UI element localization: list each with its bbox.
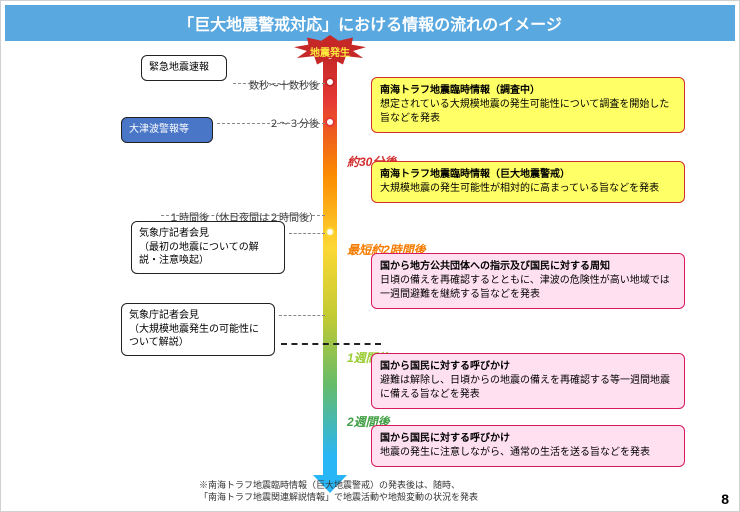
diagram-canvas: 地震発生 数秒〜十数秒後２〜３分後１時間後（休日夜間は２時間後）約30分後最短約… [1,37,740,497]
jma-box: 緊急地震速報 [141,55,227,81]
jma-box: 気象庁記者会見 （大規模地震発生の可能性について解説） [121,303,275,356]
connector-line [217,123,325,124]
box-body: 大規模地震の発生可能性が相対的に高まっている旨などを発表 [380,182,676,196]
connector-line [279,315,325,316]
box-header: 南海トラフ地震臨時情報（調査中） [380,84,676,98]
page-title: 「巨大地震警戒対応」における情報の流れのイメージ [5,5,735,41]
earthquake-star: 地震発生 [294,35,366,73]
gov-announcement-box: 国から国民に対する呼びかけ避難は解除し、日頃からの地震の備えを再確認する等一週間… [371,353,685,409]
timeline-dot [325,117,335,127]
connector-line [161,215,325,216]
jma-box: 気象庁記者会見 （最初の地震についての解説・注意喚起） [131,221,285,274]
box-header: 南海トラフ地震臨時情報（巨大地震警戒） [380,168,676,182]
page-number: 8 [721,491,729,507]
gov-announcement-box: 国から国民に対する呼びかけ地震の発生に注意しながら、通常の生活を送る旨などを発表 [371,425,685,467]
week-separator [281,343,381,345]
connector-line [233,83,325,84]
box-body: 日頃の備えを再確認するとともに、津波の危険性が高い地域では一週間避難を継続する旨… [380,274,676,302]
box-body: 想定されている大規模地震の発生可能性について調査を開始した旨などを発表 [380,98,676,126]
gov-announcement-box: 国から地方公共団体への指示及び国民に対する周知日頃の備えを再確認するとともに、津… [371,253,685,309]
jma-info-box: 南海トラフ地震臨時情報（巨大地震警戒）大規模地震の発生可能性が相対的に高まってい… [371,161,685,203]
box-header: 国から国民に対する呼びかけ [380,432,676,446]
box-header: 国から地方公共団体への指示及び国民に対する周知 [380,260,676,274]
connector-line [289,233,325,234]
earthquake-star-label: 地震発生 [310,48,350,59]
box-body: 地震の発生に注意しながら、通常の生活を送る旨などを発表 [380,446,676,460]
timeline-dot [325,227,335,237]
box-body: 避難は解除し、日頃からの地震の備えを再確認する等一週間地震に備える旨などを発表 [380,374,676,402]
jma-info-box: 南海トラフ地震臨時情報（調査中）想定されている大規模地震の発生可能性について調査… [371,77,685,133]
timeline-dot [325,77,335,87]
tsunami-warning-box: 大津波警報等 [121,117,213,143]
box-header: 国から国民に対する呼びかけ [380,360,676,374]
footnote-text: ※南海トラフ地震臨時情報（巨大地震警戒）の発表後は、随時、 「南海トラフ地震関連… [199,479,629,503]
